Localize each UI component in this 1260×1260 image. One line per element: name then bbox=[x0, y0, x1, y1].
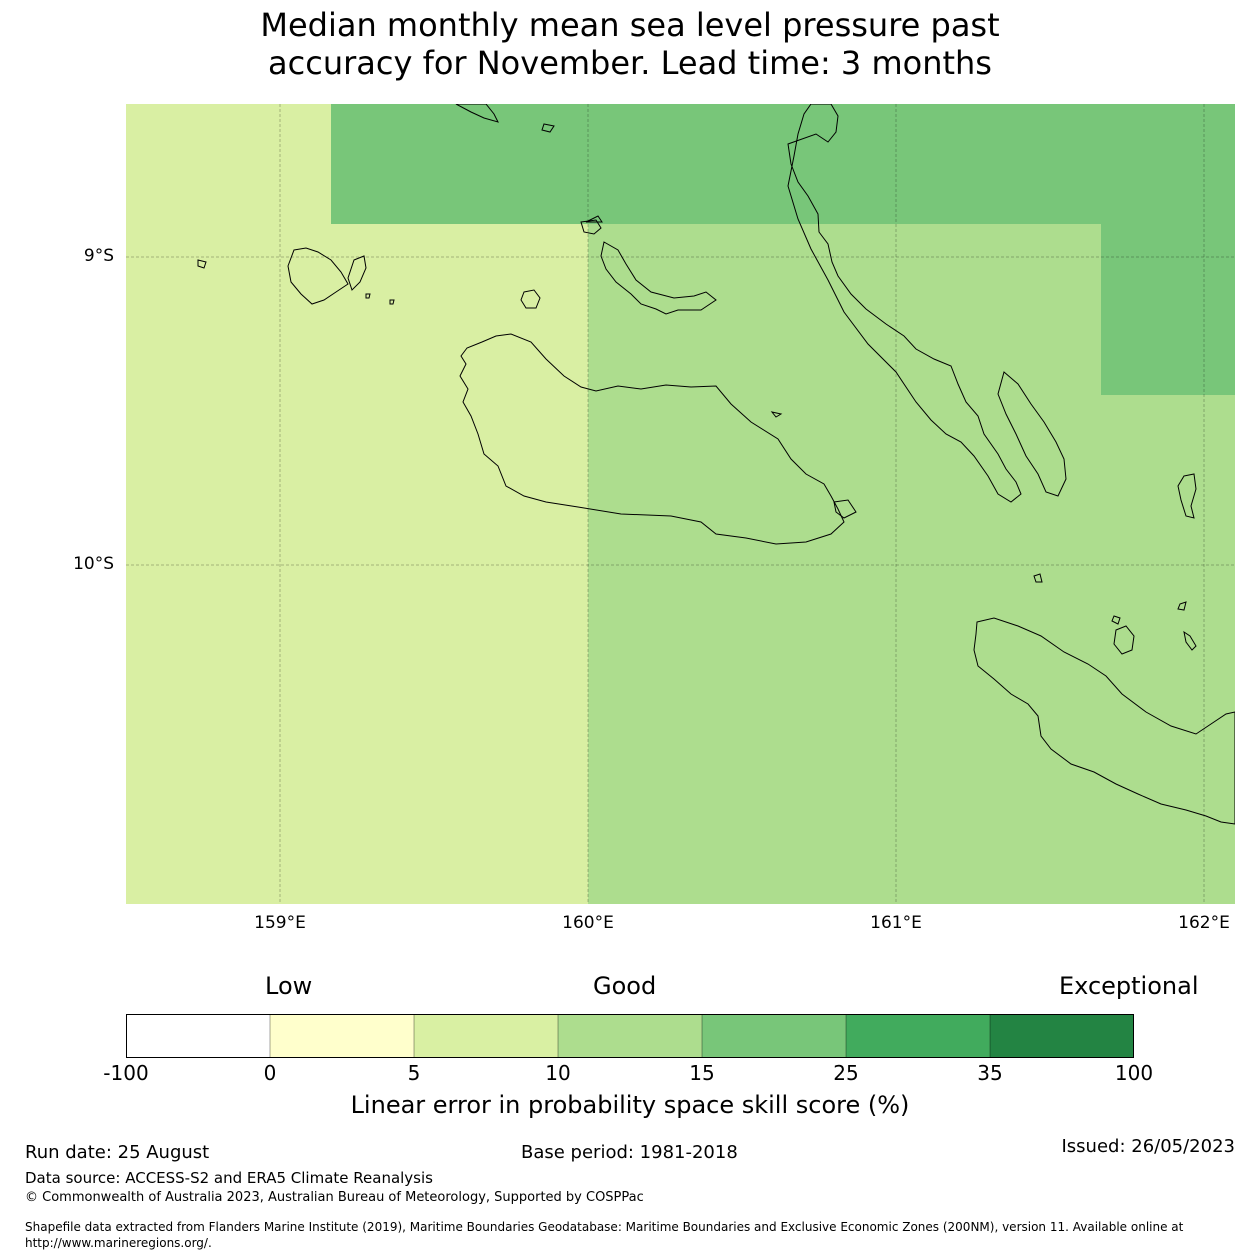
lat-label-10s: 10°S bbox=[73, 554, 114, 574]
coastlines bbox=[197, 104, 1235, 825]
region-15-25-east bbox=[1101, 224, 1235, 395]
coast-guadalcanal bbox=[459, 333, 845, 545]
coast-russell-islands bbox=[287, 247, 349, 305]
coast-florida-islands bbox=[600, 241, 717, 315]
colorbar-segment-1 bbox=[126, 1014, 270, 1058]
coast-florida-nw bbox=[585, 215, 603, 223]
legend-category-low: Low bbox=[265, 972, 313, 1000]
colorbar-segment-7 bbox=[990, 1014, 1134, 1058]
coast-russell-east bbox=[347, 255, 367, 291]
base-period: Base period: 1981-2018 bbox=[521, 1142, 738, 1163]
coast-islet-4 bbox=[833, 499, 857, 519]
coast-isabel-islet bbox=[541, 123, 555, 133]
coast-makira bbox=[973, 617, 1235, 825]
colorbar-tick-label: 100 bbox=[1114, 1061, 1154, 1085]
legend-category-exceptional: Exceptional bbox=[1059, 972, 1199, 1000]
colorbar-segment-6 bbox=[846, 1014, 990, 1058]
coast-islet-1 bbox=[365, 293, 371, 299]
coast-small-islands-east bbox=[1111, 601, 1197, 655]
title-line-1: Median monthly mean sea level pressure p… bbox=[260, 6, 1000, 44]
coast-florida-north bbox=[580, 219, 602, 235]
issued-date: Issued: 26/05/2023 bbox=[1061, 1136, 1235, 1157]
colorbar-title: Linear error in probability space skill … bbox=[350, 1091, 910, 1119]
copyright: © Commonwealth of Australia 2023, Austra… bbox=[25, 1190, 644, 1205]
shapefile-credit-line-1: Shapefile data extracted from Flanders M… bbox=[25, 1220, 1184, 1234]
legend-category-good: Good bbox=[593, 972, 657, 1000]
lat-label-9s: 9°S bbox=[83, 246, 114, 266]
colorbar-segment-3 bbox=[414, 1014, 558, 1058]
lon-label-162e: 162°E bbox=[1178, 913, 1230, 933]
colorbar bbox=[126, 1014, 1134, 1058]
colorbar-tick-label: 10 bbox=[545, 1061, 571, 1085]
coast-santa-isabel bbox=[455, 104, 499, 123]
colorbar-tick-label: 5 bbox=[407, 1061, 421, 1085]
run-date: Run date: 25 August bbox=[25, 1142, 210, 1163]
coast-island-west bbox=[197, 259, 207, 269]
lon-label-159e: 159°E bbox=[254, 913, 306, 933]
colorbar-tick-label: 15 bbox=[689, 1061, 715, 1085]
coast-islet-2 bbox=[389, 299, 395, 305]
map-panel[interactable] bbox=[126, 104, 1235, 904]
chart-title: Median monthly mean sea level pressure p… bbox=[0, 6, 1260, 82]
shapefile-credit-line-2: http://www.marineregions.org/. bbox=[25, 1236, 212, 1250]
coast-malaita bbox=[787, 104, 1022, 503]
coast-makira-island bbox=[1033, 573, 1043, 583]
coast-ulawa bbox=[1177, 473, 1197, 519]
colorbar-tick-label: 35 bbox=[977, 1061, 1003, 1085]
graticule bbox=[126, 104, 1235, 904]
colorbar-segment-2 bbox=[270, 1014, 414, 1058]
map-svg bbox=[126, 104, 1235, 904]
title-line-2: accuracy for November. Lead time: 3 mont… bbox=[268, 44, 992, 82]
colorbar-tick-label: 0 bbox=[263, 1061, 277, 1085]
coast-small-malaita bbox=[997, 371, 1067, 497]
lon-label-160e: 160°E bbox=[562, 913, 614, 933]
coast-island-savo bbox=[520, 289, 541, 309]
colorbar-segment-4 bbox=[558, 1014, 702, 1058]
colorbar-tick-label: 25 bbox=[833, 1061, 859, 1085]
colorbar-tick-label: -100 bbox=[103, 1061, 149, 1085]
data-source: Data source: ACCESS-S2 and ERA5 Climate … bbox=[25, 1169, 433, 1187]
colorbar-segment-5 bbox=[702, 1014, 846, 1058]
region-15-25-north bbox=[331, 104, 1235, 224]
lon-label-161e: 161°E bbox=[870, 913, 922, 933]
coast-islet-3 bbox=[770, 411, 783, 418]
